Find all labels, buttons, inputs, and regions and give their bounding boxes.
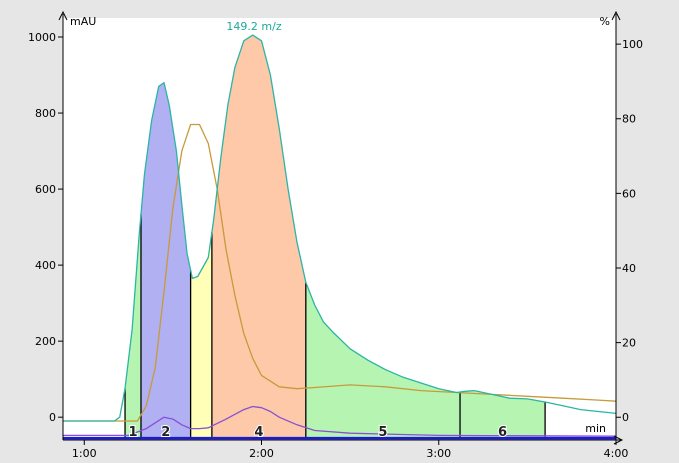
x-tick-label-2: 3:00 bbox=[426, 447, 451, 460]
x-tick-label-3: 4:00 bbox=[604, 447, 629, 460]
right-axis-unit: % bbox=[600, 15, 610, 28]
fraction-label-4: 4 bbox=[254, 425, 263, 440]
left-tick-label-0: 0 bbox=[49, 411, 56, 424]
left-tick-label-5: 1000 bbox=[28, 31, 56, 44]
fraction-fill-3 bbox=[190, 232, 212, 439]
left-tick-label-3: 600 bbox=[35, 183, 56, 196]
x-axis-unit: min bbox=[585, 422, 606, 435]
right-axis-arrow bbox=[611, 10, 621, 21]
series-line-1 bbox=[63, 34, 617, 422]
right-tick-label-4: 80 bbox=[622, 113, 636, 126]
x-tick-label-1: 2:00 bbox=[249, 447, 274, 460]
fraction-fill-4 bbox=[211, 35, 306, 439]
fraction-labels: 1 2 4 5 6 bbox=[127, 424, 508, 441]
right-tick-label-1: 20 bbox=[622, 337, 636, 350]
fraction-fill-5 bbox=[305, 282, 460, 439]
series-lines bbox=[63, 34, 617, 440]
series-line-2 bbox=[63, 123, 617, 422]
fraction-label-6: 6 bbox=[498, 425, 507, 440]
mz-annotation: 149.2 m/z bbox=[226, 20, 281, 33]
x-tick-label-0: 1:00 bbox=[72, 447, 97, 460]
fraction-label-1: 1 bbox=[128, 425, 137, 440]
right-tick-label-3: 60 bbox=[622, 187, 636, 200]
fraction-fill-6 bbox=[460, 390, 546, 439]
right-tick-label-5: 100 bbox=[622, 38, 643, 51]
right-tick-label-0: 0 bbox=[622, 411, 629, 424]
left-tick-label-4: 800 bbox=[35, 107, 56, 120]
left-tick-label-1: 200 bbox=[35, 335, 56, 348]
left-axis-unit: mAU bbox=[70, 15, 96, 28]
fraction-dividers bbox=[124, 214, 546, 439]
fraction-label-5: 5 bbox=[378, 425, 387, 440]
fraction-label-2: 2 bbox=[161, 425, 170, 440]
series-line-3 bbox=[63, 405, 617, 437]
axes: 0 200 400 600 800 1000 0 20 40 60 80 100 1:00 2:00 3:0… bbox=[28, 10, 643, 460]
left-tick-label-2: 400 bbox=[35, 259, 56, 272]
left-axis-arrow bbox=[58, 10, 68, 21]
right-tick-label-2: 40 bbox=[622, 262, 636, 275]
fraction-fills bbox=[125, 35, 546, 439]
x-axis-arrow bbox=[613, 435, 624, 445]
